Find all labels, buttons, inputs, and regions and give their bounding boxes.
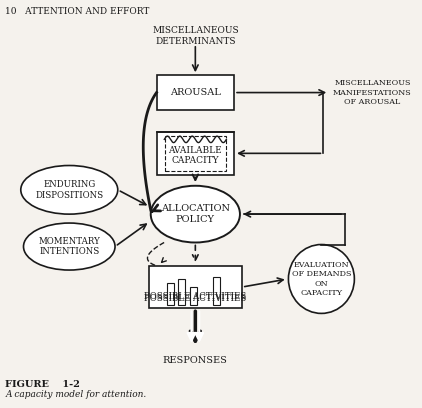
Text: POSSIBLE ACTIVITIES: POSSIBLE ACTIVITIES <box>144 295 246 304</box>
Circle shape <box>288 244 354 313</box>
Text: AROUSAL: AROUSAL <box>170 88 221 97</box>
Text: POSSIBLE ACTIVITIES: POSSIBLE ACTIVITIES <box>144 292 246 301</box>
FancyBboxPatch shape <box>190 287 197 305</box>
FancyBboxPatch shape <box>213 277 220 305</box>
Ellipse shape <box>151 186 240 242</box>
Ellipse shape <box>21 166 118 214</box>
Ellipse shape <box>24 223 115 270</box>
FancyBboxPatch shape <box>178 279 185 305</box>
Text: A capacity model for attention.: A capacity model for attention. <box>5 390 146 399</box>
Text: AVAILABLE
CAPACITY: AVAILABLE CAPACITY <box>168 146 222 165</box>
FancyBboxPatch shape <box>157 132 234 175</box>
FancyBboxPatch shape <box>167 283 173 305</box>
FancyBboxPatch shape <box>149 266 242 308</box>
Text: MISCELLANEOUS
MANIFESTATIONS
OF AROUSAL: MISCELLANEOUS MANIFESTATIONS OF AROUSAL <box>333 80 412 106</box>
Text: 10   ATTENTION AND EFFORT: 10 ATTENTION AND EFFORT <box>5 7 150 16</box>
Text: FIGURE    1-2: FIGURE 1-2 <box>5 380 80 389</box>
Text: ALLOCATION
POLICY: ALLOCATION POLICY <box>161 204 230 224</box>
Text: MISCELLANEOUS
DETERMINANTS: MISCELLANEOUS DETERMINANTS <box>152 26 239 46</box>
Text: EVALUATION
OF DEMANDS
ON
CAPACITY: EVALUATION OF DEMANDS ON CAPACITY <box>292 261 351 297</box>
FancyBboxPatch shape <box>165 136 226 171</box>
Text: MOMENTARY
INTENTIONS: MOMENTARY INTENTIONS <box>38 237 100 256</box>
FancyBboxPatch shape <box>157 75 234 110</box>
Text: RESPONSES: RESPONSES <box>163 355 228 364</box>
Text: ENDURING
DISPOSITIONS: ENDURING DISPOSITIONS <box>35 180 103 200</box>
